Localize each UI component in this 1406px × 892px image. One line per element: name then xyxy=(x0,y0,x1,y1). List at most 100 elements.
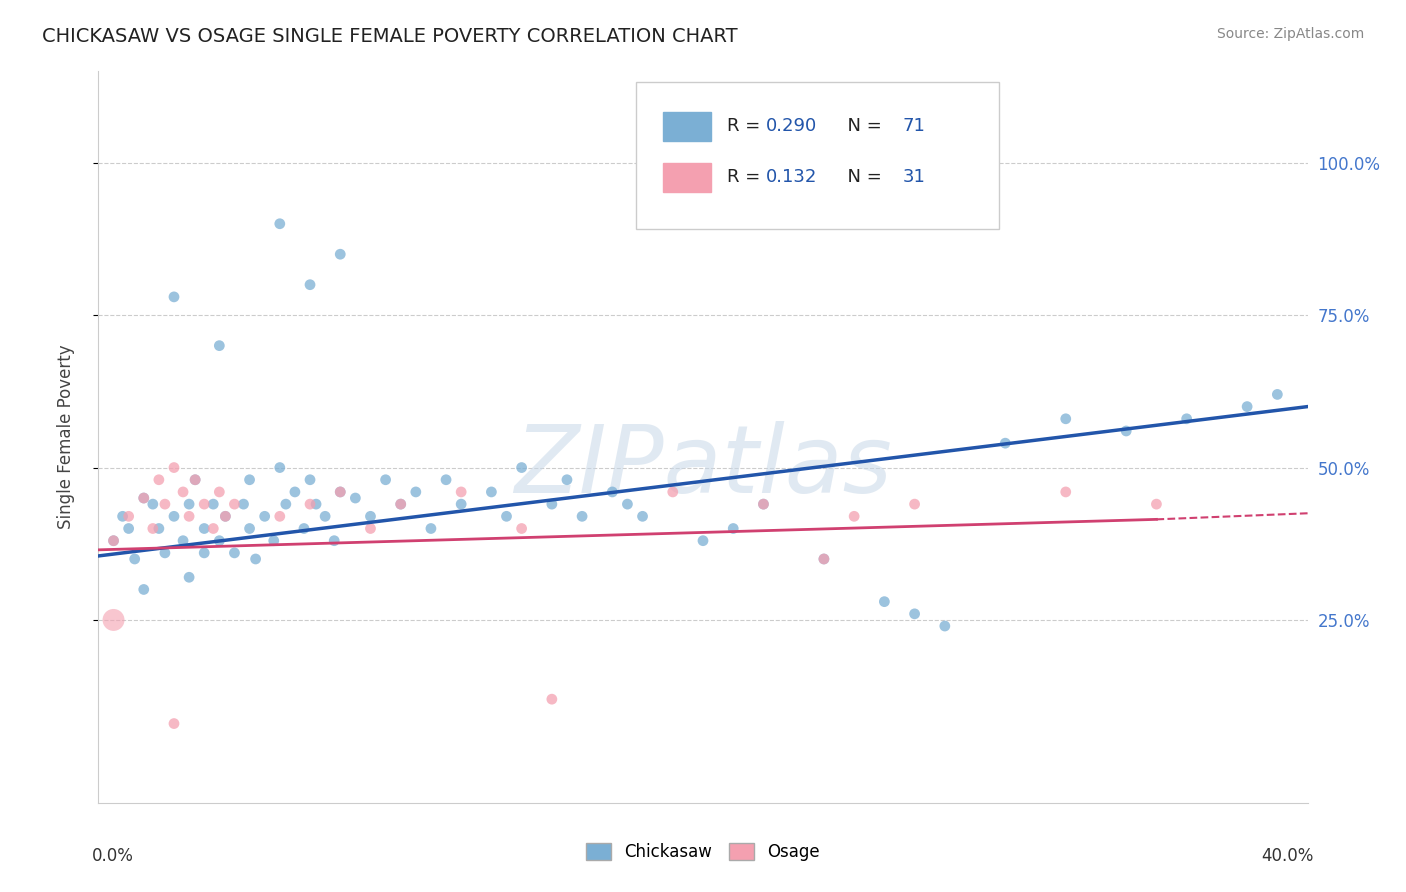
Osage xyxy=(813,552,835,566)
Chickasaw xyxy=(208,338,231,352)
Osage xyxy=(299,497,322,511)
Osage xyxy=(208,485,231,500)
Chickasaw xyxy=(329,485,352,500)
Text: 31: 31 xyxy=(903,169,925,186)
Osage xyxy=(103,533,125,548)
Chickasaw xyxy=(510,460,533,475)
Chickasaw xyxy=(420,521,443,535)
Chickasaw xyxy=(631,509,654,524)
Osage xyxy=(184,473,207,487)
Chickasaw xyxy=(179,570,201,584)
Chickasaw xyxy=(904,607,927,621)
Osage xyxy=(163,460,186,475)
Chickasaw xyxy=(873,594,896,608)
Chickasaw xyxy=(214,509,236,524)
Chickasaw xyxy=(555,473,578,487)
Osage xyxy=(510,521,533,535)
Chickasaw xyxy=(374,473,396,487)
Text: 0.132: 0.132 xyxy=(766,169,817,186)
Chickasaw xyxy=(208,533,231,548)
Chickasaw xyxy=(269,217,291,231)
Chickasaw xyxy=(540,497,562,511)
Chickasaw xyxy=(224,546,246,560)
Chickasaw xyxy=(299,277,322,292)
Chickasaw xyxy=(172,533,194,548)
Chickasaw xyxy=(602,485,624,500)
Chickasaw xyxy=(1054,412,1077,426)
Chickasaw xyxy=(813,552,835,566)
Chickasaw xyxy=(292,521,315,535)
FancyBboxPatch shape xyxy=(637,82,1000,228)
Osage xyxy=(904,497,927,511)
Chickasaw xyxy=(193,521,215,535)
Chickasaw xyxy=(389,497,412,511)
Chickasaw xyxy=(132,582,155,597)
Chickasaw xyxy=(450,497,472,511)
Osage xyxy=(844,509,866,524)
Osage xyxy=(269,509,291,524)
Chickasaw xyxy=(245,552,267,566)
Chickasaw xyxy=(111,509,134,524)
Chickasaw xyxy=(692,533,714,548)
Chickasaw xyxy=(153,546,176,560)
Chickasaw xyxy=(118,521,141,535)
Chickasaw xyxy=(132,491,155,505)
Chickasaw xyxy=(1236,400,1258,414)
Text: CHICKASAW VS OSAGE SINGLE FEMALE POVERTY CORRELATION CHART: CHICKASAW VS OSAGE SINGLE FEMALE POVERTY… xyxy=(42,27,738,45)
Chickasaw xyxy=(616,497,638,511)
Osage xyxy=(202,521,225,535)
Chickasaw xyxy=(1175,412,1198,426)
Chickasaw xyxy=(1267,387,1289,401)
Chickasaw xyxy=(274,497,297,511)
Osage xyxy=(179,509,201,524)
Text: N =: N = xyxy=(837,117,887,136)
Osage xyxy=(142,521,165,535)
Text: N =: N = xyxy=(837,169,887,186)
Osage xyxy=(148,473,170,487)
Text: 71: 71 xyxy=(903,117,925,136)
Chickasaw xyxy=(360,509,382,524)
Chickasaw xyxy=(179,497,201,511)
Osage xyxy=(172,485,194,500)
Chickasaw xyxy=(239,473,262,487)
FancyBboxPatch shape xyxy=(664,112,711,141)
Chickasaw xyxy=(1115,424,1137,438)
Chickasaw xyxy=(232,497,254,511)
Legend: Chickasaw, Osage: Chickasaw, Osage xyxy=(579,836,827,868)
Chickasaw xyxy=(263,533,285,548)
Text: 40.0%: 40.0% xyxy=(1261,847,1313,864)
Chickasaw xyxy=(142,497,165,511)
Chickasaw xyxy=(269,460,291,475)
Chickasaw xyxy=(253,509,276,524)
Chickasaw xyxy=(344,491,367,505)
Chickasaw xyxy=(571,509,593,524)
Chickasaw xyxy=(723,521,745,535)
Chickasaw xyxy=(148,521,170,535)
Osage xyxy=(118,509,141,524)
Chickasaw xyxy=(124,552,146,566)
Osage xyxy=(163,716,186,731)
Point xyxy=(103,613,125,627)
Osage xyxy=(752,497,775,511)
Text: R =: R = xyxy=(727,169,766,186)
Text: ZIPatlas: ZIPatlas xyxy=(515,421,891,512)
Osage xyxy=(540,692,562,706)
Osage xyxy=(132,491,155,505)
Chickasaw xyxy=(934,619,956,633)
Osage xyxy=(224,497,246,511)
Osage xyxy=(1054,485,1077,500)
Chickasaw xyxy=(495,509,517,524)
Chickasaw xyxy=(314,509,336,524)
Text: Source: ZipAtlas.com: Source: ZipAtlas.com xyxy=(1216,27,1364,41)
Text: R =: R = xyxy=(727,117,766,136)
Osage xyxy=(153,497,176,511)
Osage xyxy=(360,521,382,535)
Chickasaw xyxy=(184,473,207,487)
Chickasaw xyxy=(103,533,125,548)
Osage xyxy=(193,497,215,511)
Chickasaw xyxy=(405,485,427,500)
Chickasaw xyxy=(163,290,186,304)
Chickasaw xyxy=(239,521,262,535)
Chickasaw xyxy=(994,436,1017,450)
Chickasaw xyxy=(163,509,186,524)
